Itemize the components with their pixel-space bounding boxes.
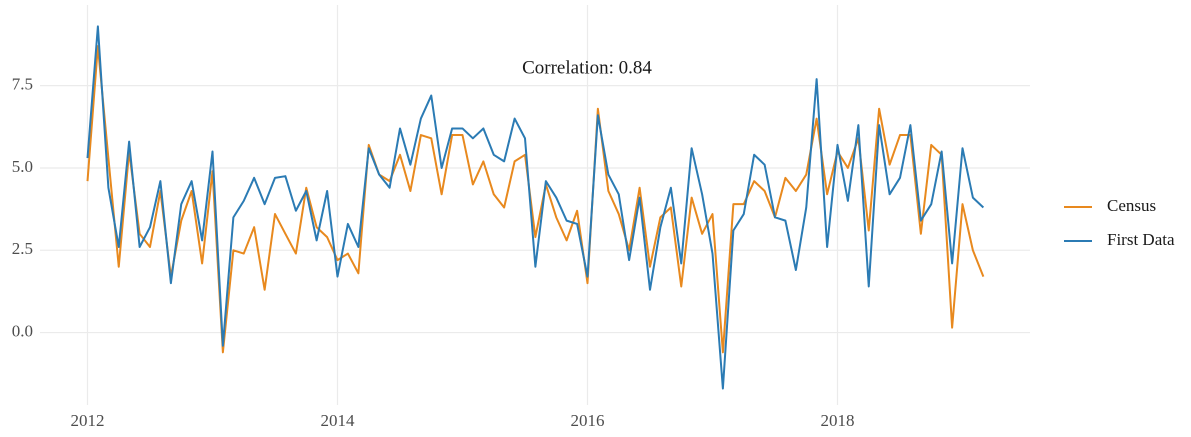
annotation: Correlation: 0.84 bbox=[522, 57, 652, 78]
legend-label: First Data bbox=[1107, 230, 1175, 249]
legend-label: Census bbox=[1107, 196, 1156, 215]
x-tick-label: 2014 bbox=[321, 411, 356, 430]
y-tick-label: 2.5 bbox=[12, 239, 33, 258]
x-tick-label: 2016 bbox=[571, 411, 605, 430]
x-tick-label: 2018 bbox=[821, 411, 855, 430]
x-tick-label: 2012 bbox=[71, 411, 105, 430]
y-tick-label: 7.5 bbox=[12, 75, 33, 94]
y-tick-label: 0.0 bbox=[12, 321, 33, 340]
y-tick-label: 5.0 bbox=[12, 157, 33, 176]
series-line bbox=[86, 25, 985, 390]
series-line bbox=[86, 45, 985, 354]
